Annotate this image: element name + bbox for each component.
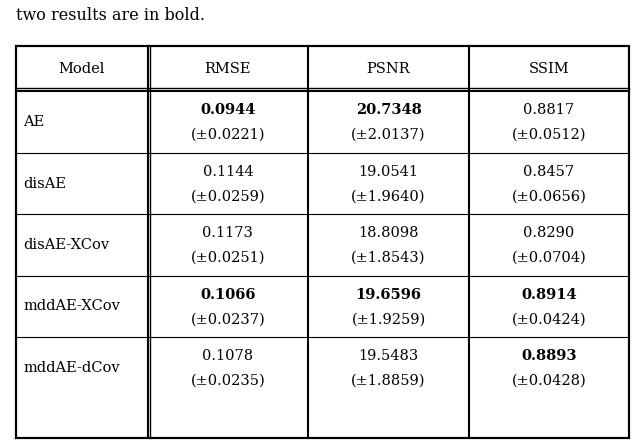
Text: 19.6596: 19.6596 [356,288,422,302]
Text: PSNR: PSNR [367,62,410,76]
Text: mddAE-XCov: mddAE-XCov [23,299,120,313]
Text: 20.7348: 20.7348 [356,103,422,118]
Text: (±0.0259): (±0.0259) [191,190,265,203]
Text: (±2.0137): (±2.0137) [351,128,426,142]
Text: SSIM: SSIM [528,62,569,76]
Text: mddAE-dCov: mddAE-dCov [23,361,120,375]
Text: (±0.0656): (±0.0656) [511,190,586,203]
Text: (±0.0221): (±0.0221) [191,128,265,142]
Text: (±1.8859): (±1.8859) [351,373,426,388]
Text: (±0.0235): (±0.0235) [190,373,265,388]
Text: 19.5483: 19.5483 [358,349,418,363]
Text: Model: Model [59,62,105,76]
Text: 0.8914: 0.8914 [521,288,576,302]
Text: RMSE: RMSE [205,62,251,76]
Text: (±0.0424): (±0.0424) [511,312,586,326]
Text: AE: AE [23,115,45,129]
Text: disAE: disAE [23,176,66,191]
Text: (±0.0512): (±0.0512) [511,128,586,142]
Text: (±0.0704): (±0.0704) [511,251,586,265]
Text: 18.8098: 18.8098 [358,226,419,240]
Text: 0.1066: 0.1066 [200,288,256,302]
Text: (±0.0428): (±0.0428) [511,373,586,388]
Text: 0.0944: 0.0944 [200,103,255,118]
Text: disAE-XCov: disAE-XCov [23,238,109,252]
Text: 0.1144: 0.1144 [202,165,253,179]
Text: 19.0541: 19.0541 [358,165,418,179]
Text: 0.8893: 0.8893 [521,349,576,363]
Text: (±1.9259): (±1.9259) [351,312,426,326]
Text: 0.8457: 0.8457 [523,165,574,179]
Text: two results are in bold.: two results are in bold. [16,7,205,23]
Text: (±0.0237): (±0.0237) [190,312,265,326]
Bar [16,46,629,438]
Text: (±1.8543): (±1.8543) [351,251,426,265]
Text: 0.1173: 0.1173 [202,226,253,240]
Text: 0.8817: 0.8817 [523,103,574,118]
Text: 0.8290: 0.8290 [523,226,574,240]
Text: (±1.9640): (±1.9640) [351,190,426,203]
Text: (±0.0251): (±0.0251) [191,251,265,265]
Text: 0.1078: 0.1078 [202,349,253,363]
